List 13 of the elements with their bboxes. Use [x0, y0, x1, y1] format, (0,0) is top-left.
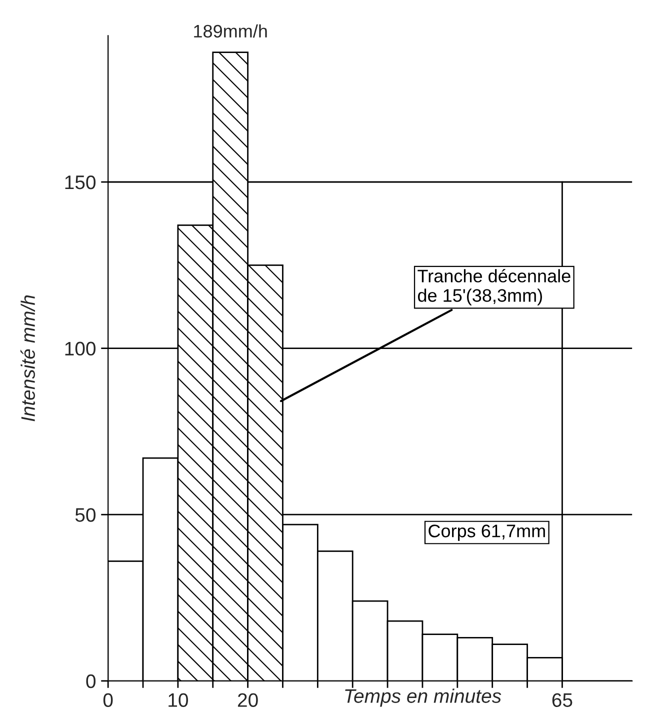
- x-tick-label: 0: [103, 693, 113, 708]
- y-tick-label: 0: [86, 674, 96, 688]
- text: Corps 61,7mm: [428, 524, 545, 541]
- x-tick-label: 65: [552, 693, 572, 708]
- x-tick-label: 10: [168, 693, 188, 708]
- text: Tranche décennale de 15'(38,3mm): [418, 268, 570, 306]
- y-tick-label: 150: [65, 175, 96, 190]
- y-axis-title: Intensité mm/h: [20, 295, 35, 422]
- y-tick-label: 50: [75, 508, 96, 522]
- y-tick-label: 100: [65, 342, 96, 356]
- annotation: 189mm/h: [194, 24, 267, 38]
- x-tick-label: 20: [238, 693, 258, 708]
- x-axis-title: Temps en minutes: [345, 688, 502, 707]
